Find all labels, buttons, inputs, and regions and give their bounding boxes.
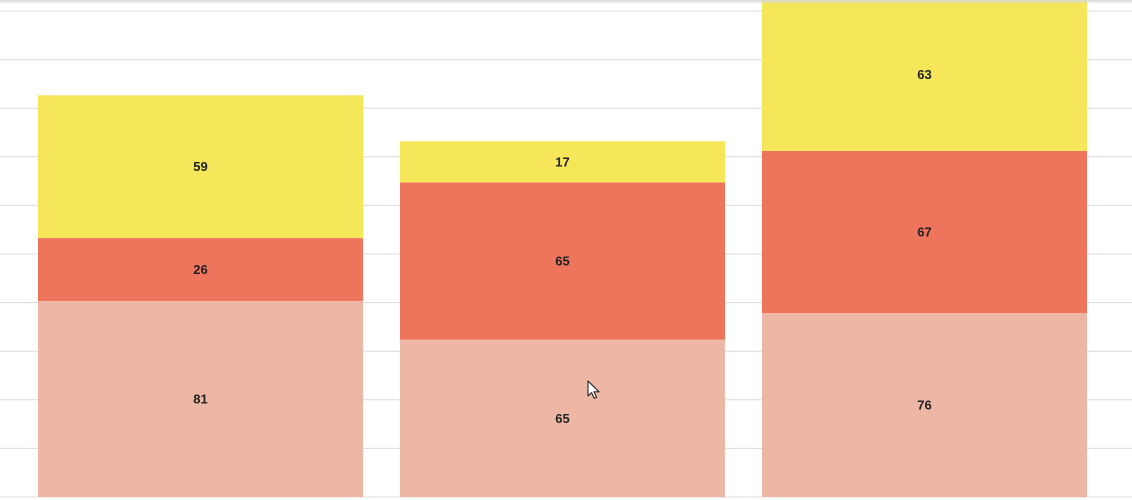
data-label: 26 <box>193 262 207 277</box>
data-label: 81 <box>193 391 207 406</box>
bar-segment[interactable] <box>762 150 1087 314</box>
data-label: 65 <box>555 254 569 269</box>
data-label: 67 <box>917 225 931 240</box>
bar-segment[interactable] <box>400 339 725 497</box>
bar-segment[interactable] <box>762 0 1087 151</box>
data-labels: 81 26 59 65 65 17 76 67 63 <box>193 67 931 426</box>
data-label: 65 <box>555 411 569 426</box>
bar-segment[interactable] <box>400 182 725 340</box>
bar-segment[interactable] <box>400 141 725 183</box>
data-label: 17 <box>555 154 569 169</box>
data-label: 76 <box>917 398 931 413</box>
bar-segment[interactable] <box>762 313 1087 497</box>
mouse-cursor-icon <box>587 380 600 399</box>
bar-segment[interactable] <box>38 95 363 239</box>
bars[interactable] <box>38 0 1087 497</box>
data-label: 59 <box>193 159 207 174</box>
bar-segment[interactable] <box>38 300 363 497</box>
bar-segment[interactable] <box>38 238 363 301</box>
data-label: 63 <box>917 67 931 82</box>
